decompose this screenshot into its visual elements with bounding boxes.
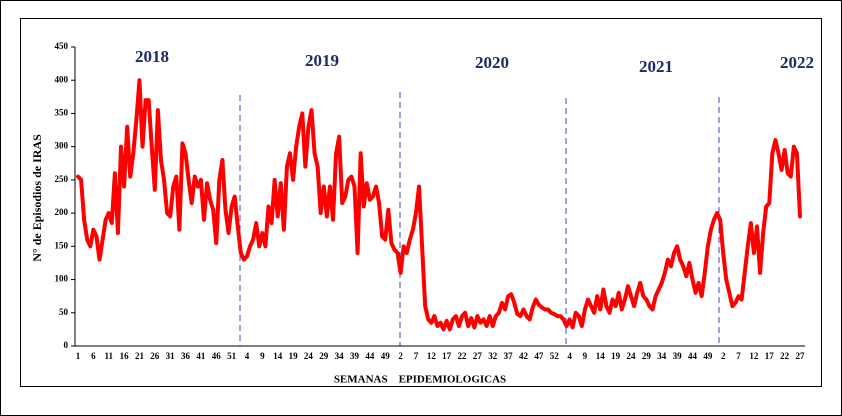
y-tick-label: 0 [64,340,69,350]
y-tick-label: 450 [55,41,69,51]
y-tick-label: 150 [55,240,69,250]
x-tick-label: 7 [736,351,741,361]
x-tick-label: 46 [212,351,222,361]
x-tick-label: 11 [104,351,113,361]
x-tick-label: 27 [796,351,806,361]
y-tick-label: 300 [55,141,69,151]
x-tick-label: 16 [120,351,130,361]
x-tick-label: 2 [398,351,403,361]
x-tick-label: 21 [135,351,145,361]
x-tick-label: 49 [381,351,391,361]
x-tick-label: 37 [504,351,514,361]
x-tick-label: 27 [473,351,483,361]
x-tick-label: 2 [721,351,726,361]
x-tick-label: 34 [657,351,667,361]
x-tick-label: 1 [76,351,81,361]
year-label: 2018 [135,47,169,66]
x-tick-label: 4 [245,351,250,361]
x-tick-label: 42 [519,351,529,361]
x-tick-label: 7 [414,351,419,361]
year-label: 2022 [780,53,814,72]
y-tick-label: 50 [59,307,69,317]
year-label: 2019 [305,51,339,70]
x-tick-label: 6 [91,351,96,361]
x-tick-label: 29 [642,351,652,361]
x-tick-label: 32 [488,351,498,361]
x-tick-label: 44 [688,351,698,361]
chart-box [20,18,822,387]
x-tick-label: 51 [227,351,237,361]
x-tick-label: 24 [304,351,314,361]
x-axis-label: SEMANAS EPIDEMIOLOGICAS [334,374,506,386]
x-tick-label: 12 [749,351,759,361]
x-tick-label: 4 [567,351,572,361]
x-tick-label: 19 [289,351,299,361]
x-tick-label: 24 [627,351,637,361]
x-tick-label: 9 [583,351,588,361]
x-tick-label: 29 [319,351,329,361]
x-tick-label: 47 [534,351,544,361]
x-tick-label: 39 [350,351,360,361]
x-tick-label: 22 [780,351,790,361]
x-tick-label: 31 [166,351,176,361]
x-tick-label: 17 [765,351,775,361]
x-tick-label: 19 [611,351,621,361]
y-axis-label: N° de Episodios de IRAS [30,134,44,262]
x-tick-label: 39 [673,351,683,361]
year-label: 2021 [639,57,673,76]
y-tick-label: 400 [55,74,69,84]
x-tick-label: 14 [596,351,606,361]
year-label: 2020 [475,53,509,72]
x-tick-label: 22 [458,351,468,361]
x-tick-label: 12 [427,351,437,361]
x-tick-label: 34 [335,351,345,361]
y-tick-label: 350 [55,108,69,118]
data-line [76,78,802,332]
x-tick-label: 9 [260,351,265,361]
x-tick-label: 49 [703,351,713,361]
x-tick-label: 14 [273,351,283,361]
x-tick-label: 52 [550,351,560,361]
x-tick-label: 36 [181,351,191,361]
y-tick-label: 250 [55,174,69,184]
x-tick-label: 41 [196,351,206,361]
x-tick-label: 44 [365,351,375,361]
y-tick-label: 200 [55,207,69,217]
x-tick-label: 26 [150,351,160,361]
x-tick-label: 17 [442,351,452,361]
y-tick-label: 100 [55,274,69,284]
